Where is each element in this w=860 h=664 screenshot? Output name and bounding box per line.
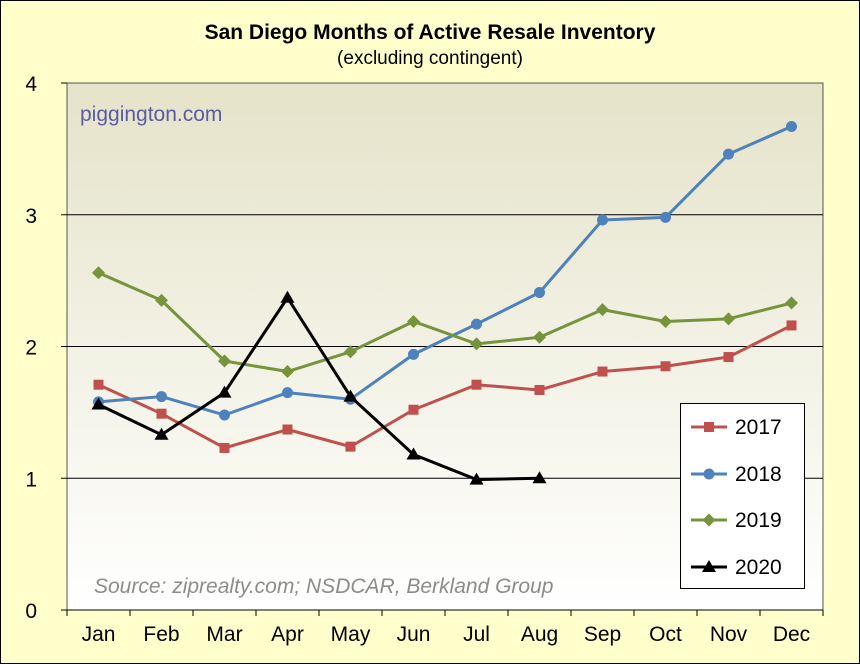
legend-item-2018: 2018: [681, 459, 804, 489]
data-point-2019-jul: [470, 337, 483, 351]
x-tick-label: Oct: [649, 623, 682, 646]
data-point-2019-apr: [281, 365, 294, 379]
data-point-2020-jun: [406, 447, 421, 460]
x-tick-label: Jun: [397, 623, 431, 646]
series-line-2019: [97, 271, 792, 374]
series-line-2017: [97, 324, 793, 450]
data-point-2017-may: [345, 441, 356, 452]
data-point-2020-apr: [280, 290, 295, 303]
legend-label-2019: 2019: [735, 509, 782, 532]
x-tick-label: Dec: [773, 623, 810, 646]
legend-swatch-2020: [691, 559, 727, 572]
data-point-2020-aug: [532, 471, 547, 484]
x-tick-label: Mar: [206, 623, 242, 646]
data-point-2018-aug: [534, 286, 545, 298]
data-point-2019-aug: [533, 330, 546, 344]
data-point-2018-feb: [156, 391, 167, 403]
data-point-2017-sep: [597, 366, 608, 377]
data-point-2019-mar: [218, 354, 231, 368]
chart-subtitle: (excluding contingent): [337, 48, 523, 69]
data-point-2017-nov: [723, 352, 734, 363]
data-point-2018-jun: [408, 348, 419, 360]
data-point-2019-dec: [785, 296, 798, 310]
x-tick-label: Nov: [710, 623, 748, 646]
data-point-2017-dec: [786, 320, 797, 331]
data-point-2020-jul: [469, 472, 484, 485]
series-line-2018: [98, 125, 793, 417]
y-tick-label: 3: [25, 205, 37, 228]
data-point-2018-mar: [219, 409, 230, 421]
series-2018: [93, 120, 797, 421]
data-point-2017-oct: [660, 361, 671, 372]
data-point-2020-mar: [217, 385, 232, 398]
data-point-2017-jun: [408, 404, 419, 415]
legend-swatch-2019: [691, 513, 727, 527]
legend-swatch-2017: [691, 422, 727, 432]
data-point-2019-sep: [596, 303, 609, 317]
data-point-2019-oct: [659, 314, 672, 328]
source-note: Source: ziprealty.com; NSDCAR, Berkland …: [94, 575, 553, 598]
data-point-2018-jul: [471, 318, 482, 330]
x-tick-label: Aug: [521, 623, 558, 646]
data-point-2018-nov: [723, 148, 734, 160]
y-tick-label: 2: [25, 337, 37, 360]
x-tick-label: Sep: [584, 623, 621, 646]
watermark-text: piggington.com: [80, 103, 222, 126]
legend-item-2017: 2017: [681, 412, 804, 442]
data-point-2017-aug: [534, 384, 545, 395]
legend: 2017 2018 2019 2020: [680, 403, 805, 589]
x-tick-label: Jan: [82, 623, 116, 646]
legend-item-2019: 2019: [681, 505, 804, 535]
x-tick-label: Jul: [463, 623, 490, 646]
data-point-2019-jan: [92, 266, 105, 280]
x-tick-label: Feb: [143, 623, 179, 646]
x-tick-label: May: [331, 623, 371, 646]
series-line-2020: [97, 296, 540, 482]
legend-label-2020: 2020: [735, 555, 782, 579]
y-tick-label: 1: [25, 468, 37, 491]
data-point-2019-may: [344, 345, 357, 359]
legend-label-2017: 2017: [735, 416, 782, 439]
data-point-2018-apr: [282, 387, 293, 399]
data-point-2017-feb: [156, 408, 167, 419]
legend-marker-2020: [702, 559, 716, 572]
series-2019: [92, 266, 798, 379]
series-2017: [93, 320, 797, 453]
y-tick-label: 0: [25, 600, 37, 623]
legend-marker-2019: [702, 513, 716, 527]
data-point-2020-jan: [91, 397, 106, 410]
x-tick-label: Apr: [271, 623, 304, 646]
data-point-2019-feb: [155, 293, 168, 307]
data-point-2017-jan: [93, 379, 104, 390]
legend-marker-2017: [704, 422, 714, 432]
legend-marker-2018: [703, 468, 715, 479]
data-point-2020-may: [343, 389, 358, 402]
data-point-2017-mar: [219, 442, 230, 453]
data-point-2018-dec: [786, 120, 797, 132]
data-point-2019-jun: [407, 314, 420, 328]
chart-title: San Diego Months of Active Resale Invent…: [204, 21, 656, 44]
data-point-2018-oct: [660, 211, 671, 223]
legend-label-2018: 2018: [735, 462, 782, 486]
data-point-2020-feb: [154, 427, 169, 440]
legend-item-2020: 2020: [681, 552, 804, 582]
data-point-2017-apr: [282, 424, 293, 435]
y-tick-label: 4: [25, 73, 37, 96]
data-point-2017-jul: [471, 379, 482, 390]
series-2020: [91, 290, 547, 485]
legend-swatch-2018: [691, 468, 727, 479]
data-point-2019-nov: [722, 312, 735, 326]
data-point-2018-sep: [597, 214, 608, 226]
